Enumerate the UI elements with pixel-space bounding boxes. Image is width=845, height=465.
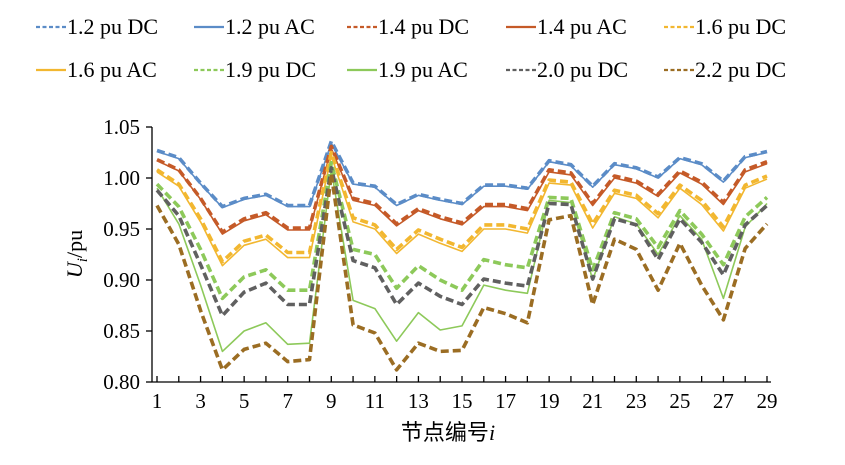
x-tick-label: 3 [195, 389, 206, 413]
legend-label-8: 2.0 pu DC [537, 57, 628, 82]
series-line-8 [155, 166, 769, 318]
x-tick-label: 15 [452, 389, 473, 413]
plot-lines [155, 139, 769, 372]
legend-label-1: 1.2 pu AC [225, 14, 315, 39]
legend-label-2: 1.4 pu DC [378, 14, 469, 39]
x-tick-label: 13 [408, 389, 429, 413]
series-line-4 [156, 150, 768, 264]
legend-label-0: 1.2 pu DC [67, 14, 158, 39]
x-tick-label: 7 [282, 389, 293, 413]
x-tick-label: 1 [152, 389, 163, 413]
legend-label-3: 1.4 pu AC [537, 14, 627, 39]
series-line-6 [155, 160, 769, 301]
x-tick-label: 11 [365, 389, 385, 413]
y-tick-label: 0.95 [103, 217, 140, 241]
x-tick-label: 27 [713, 389, 734, 413]
legend: 1.2 pu DC 1.2 pu AC 1.4 pu DC 1.4 pu AC 1.6 … [36, 14, 786, 82]
series-line-3 [156, 147, 768, 235]
legend-label-9: 2.2 pu DC [695, 57, 786, 82]
series-line-1 [156, 142, 768, 209]
y-axis-title: Ui/pu [62, 230, 91, 278]
y-ticks: 0.80 0.85 0.90 0.95 1.00 1.05 [103, 115, 152, 394]
series-line-2 [156, 144, 768, 234]
x-tick-label: 19 [539, 389, 560, 413]
series-line-5 [156, 154, 768, 267]
x-ticks: 1 3 5 7 9 11 13 15 17 19 21 23 25 27 29 [152, 376, 778, 413]
x-tick-label: 29 [757, 389, 778, 413]
x-tick-label: 25 [669, 389, 690, 413]
axes [151, 127, 771, 383]
legend-label-5: 1.6 pu AC [67, 57, 157, 82]
series-line-9 [155, 172, 769, 372]
y-tick-label: 0.80 [103, 370, 140, 394]
x-tick-label: 23 [626, 389, 647, 413]
x-tick-label: 9 [326, 389, 337, 413]
y-tick-label: 1.05 [103, 115, 140, 139]
y-tick-label: 0.90 [103, 268, 140, 292]
y-tick-label: 0.85 [103, 319, 140, 343]
x-tick-label: 17 [495, 389, 516, 413]
x-axis-title: 节点编号i [401, 420, 495, 445]
legend-label-4: 1.6 pu DC [695, 14, 786, 39]
x-tick-label: 5 [239, 389, 250, 413]
y-tick-label: 1.00 [103, 166, 140, 190]
series-line-7 [156, 169, 768, 353]
x-tick-label: 21 [582, 389, 603, 413]
legend-label-7: 1.9 pu AC [378, 57, 468, 82]
legend-label-6: 1.9 pu DC [225, 57, 316, 82]
